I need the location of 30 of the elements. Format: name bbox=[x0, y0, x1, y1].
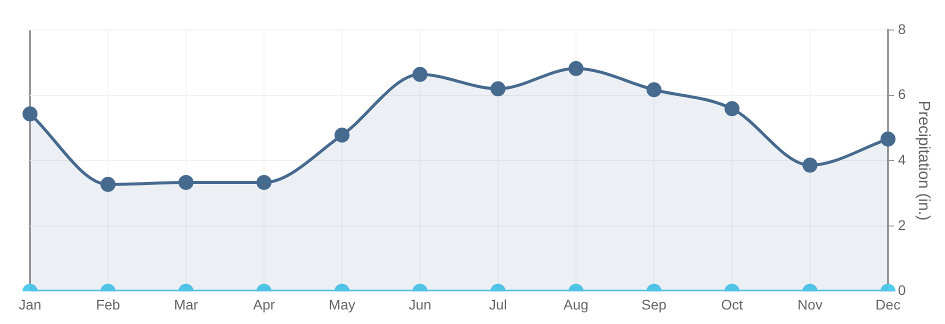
x-tick-label: Oct bbox=[721, 296, 744, 312]
point bbox=[100, 176, 116, 192]
y-tick-label: 0 bbox=[898, 282, 906, 298]
point bbox=[412, 66, 428, 82]
point bbox=[334, 128, 350, 143]
x-tick-label: Dec bbox=[876, 296, 900, 312]
point bbox=[178, 174, 194, 190]
x-tick-label: Jan bbox=[18, 296, 42, 312]
y-tick-label: 2 bbox=[898, 216, 906, 233]
x-tick-label: Aug bbox=[564, 296, 588, 312]
y-axis-title: Precipitation (in.) bbox=[914, 100, 932, 221]
point bbox=[646, 82, 662, 98]
x-tick-label: Nov bbox=[798, 296, 822, 312]
y-tick-label: 6 bbox=[898, 86, 906, 102]
x-tick-label: May bbox=[328, 296, 356, 312]
point bbox=[880, 132, 896, 147]
x-tick-label: Jun bbox=[408, 296, 432, 312]
x-tick-label: Apr bbox=[253, 296, 276, 312]
point bbox=[724, 101, 740, 116]
x-tick-label: Feb bbox=[96, 296, 120, 312]
x-tick-label: Sep bbox=[642, 296, 667, 312]
point bbox=[490, 81, 506, 96]
y-tick-label: 4 bbox=[898, 151, 906, 168]
x-tick-label: Jul bbox=[489, 296, 507, 312]
point bbox=[22, 106, 38, 122]
point bbox=[256, 174, 272, 190]
point bbox=[568, 61, 584, 76]
x-tick-label: Mar bbox=[174, 296, 198, 312]
y-tick-label: 8 bbox=[898, 20, 906, 37]
point bbox=[802, 158, 818, 173]
